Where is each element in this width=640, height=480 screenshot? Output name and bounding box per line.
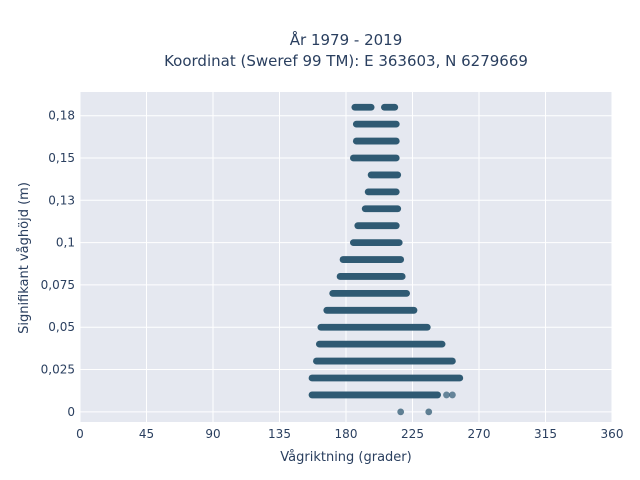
x-tick-label: 270 <box>468 427 491 441</box>
y-tick-label: 0,025 <box>41 363 75 377</box>
y-tick-label: 0,1 <box>56 236 75 250</box>
x-tick-label: 135 <box>268 427 291 441</box>
y-tick-label: 0,18 <box>48 109 75 123</box>
y-axis-title: Signifikant våghöjd (m) <box>17 182 32 334</box>
data-point <box>397 408 405 416</box>
data-point <box>449 391 456 399</box>
x-tick-label: 360 <box>601 427 624 441</box>
x-tick-label: 90 <box>205 427 220 441</box>
y-tick-label: 0 <box>67 405 75 419</box>
x-tick-label: 315 <box>534 427 557 441</box>
x-tick-label: 45 <box>139 427 154 441</box>
y-tick-label: 0,075 <box>41 278 75 292</box>
y-tick-label: 0,05 <box>48 320 75 334</box>
data-point <box>425 408 433 416</box>
y-axis-ticks: 0 0,025 0,05 0,075 0,1 0,13 0,15 0,18 <box>41 109 75 419</box>
y-tick-label: 0,15 <box>48 151 75 165</box>
chart-title-line-2: Koordinat (Sweref 99 TM): E 363603, N 62… <box>164 52 528 70</box>
x-tick-label: 225 <box>401 427 424 441</box>
y-tick-label: 0,13 <box>48 193 75 207</box>
data-points <box>308 103 464 416</box>
x-axis-ticks: 0 45 90 135 180 225 270 315 360 <box>76 427 623 441</box>
x-axis-title: Vågriktning (grader) <box>280 450 411 465</box>
chart-title-line-1: År 1979 - 2019 <box>290 30 403 49</box>
x-tick-label: 180 <box>335 427 358 441</box>
grid-lines <box>79 92 613 422</box>
x-tick-label: 0 <box>76 427 84 441</box>
data-point <box>443 391 450 399</box>
